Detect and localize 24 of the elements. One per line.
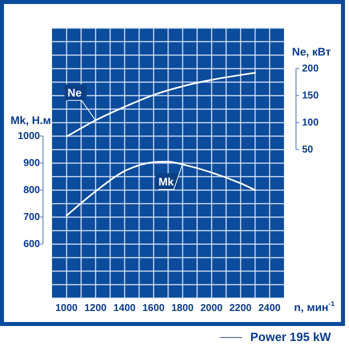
y2-tick-label: 200 [302, 63, 320, 74]
x-tick-label: 1000 [55, 302, 78, 314]
x-tick-label: 1200 [84, 302, 108, 314]
y-tick-label: 900 [23, 158, 40, 169]
y-axis-title: Mk, Н.м [10, 115, 51, 128]
text: Power 195 kW [250, 330, 331, 344]
line-series [66, 160, 256, 216]
line-series [66, 72, 256, 138]
y2-tick-label: 50 [302, 144, 314, 156]
x-tick-label: 2400 [258, 302, 282, 314]
x-tick-label: 1800 [171, 302, 194, 314]
y-tick-label: 600 [23, 238, 40, 250]
y-tick-label: 1000 [18, 130, 40, 142]
x-tick-label: 1400 [113, 302, 136, 314]
x-tick-label: 2000 [200, 302, 224, 314]
x-tick-label: 1600 [142, 302, 166, 314]
y-tick-label: 700 [23, 212, 40, 223]
y2-tick-label: 100 [302, 117, 320, 128]
text: Ne [68, 87, 82, 100]
x-tick-label: 2200 [229, 302, 252, 314]
series-label: Mk [158, 176, 175, 188]
y2-tick-label: 150 [302, 90, 320, 102]
y2-axis-title: Ne, кВт [292, 46, 332, 59]
y-tick-label: 800 [23, 184, 40, 196]
